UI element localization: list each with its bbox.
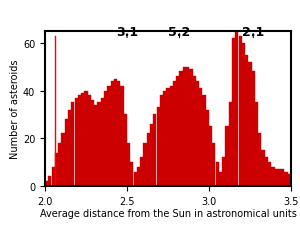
Bar bbox=[127, 143, 130, 186]
Bar bbox=[258, 134, 261, 186]
Bar bbox=[169, 86, 173, 186]
Bar bbox=[262, 151, 265, 186]
Bar bbox=[248, 63, 252, 186]
Bar bbox=[48, 177, 52, 186]
Bar bbox=[216, 162, 219, 186]
Bar bbox=[252, 72, 255, 186]
Bar bbox=[45, 181, 48, 186]
Bar bbox=[124, 115, 127, 186]
Bar bbox=[167, 89, 170, 186]
Text: 2.1: 2.1 bbox=[242, 26, 264, 39]
Bar bbox=[265, 158, 268, 186]
Bar bbox=[268, 162, 271, 186]
Bar bbox=[78, 96, 81, 186]
Bar bbox=[157, 108, 160, 186]
Bar bbox=[68, 110, 71, 186]
Bar bbox=[58, 143, 61, 186]
Bar bbox=[55, 153, 58, 186]
Bar bbox=[255, 103, 258, 186]
Bar bbox=[183, 67, 186, 186]
Bar bbox=[202, 96, 206, 186]
Y-axis label: Number of asteroids: Number of asteroids bbox=[10, 59, 20, 158]
Bar bbox=[189, 70, 193, 186]
Bar bbox=[91, 101, 94, 186]
Bar bbox=[238, 37, 242, 186]
Bar bbox=[134, 172, 137, 186]
X-axis label: Average distance from the Sun in astronomical units: Average distance from the Sun in astrono… bbox=[40, 209, 296, 219]
Bar bbox=[52, 167, 55, 186]
Bar bbox=[114, 79, 117, 186]
Bar bbox=[235, 32, 239, 186]
Bar bbox=[284, 172, 288, 186]
Bar bbox=[101, 98, 104, 186]
Bar bbox=[199, 89, 203, 186]
Bar bbox=[74, 98, 78, 186]
Bar bbox=[107, 86, 110, 186]
Bar bbox=[206, 110, 209, 186]
Bar bbox=[281, 170, 284, 186]
Bar bbox=[242, 44, 245, 186]
Text: 5.2: 5.2 bbox=[168, 26, 190, 39]
Bar bbox=[143, 143, 147, 186]
Bar bbox=[225, 127, 229, 186]
Bar bbox=[245, 56, 248, 186]
Bar bbox=[130, 162, 134, 186]
Bar bbox=[150, 124, 153, 186]
Bar bbox=[140, 158, 143, 186]
Bar bbox=[120, 86, 124, 186]
Bar bbox=[94, 105, 98, 186]
Bar bbox=[219, 172, 222, 186]
Bar bbox=[288, 174, 291, 186]
Bar bbox=[274, 170, 278, 186]
Bar bbox=[104, 91, 107, 186]
Bar bbox=[163, 91, 166, 186]
Bar bbox=[179, 72, 183, 186]
Bar bbox=[229, 103, 232, 186]
Bar bbox=[173, 82, 176, 186]
Bar bbox=[196, 82, 199, 186]
Bar bbox=[117, 82, 120, 186]
Bar bbox=[55, 37, 56, 186]
Bar bbox=[232, 39, 235, 186]
Bar bbox=[222, 158, 225, 186]
Bar bbox=[65, 120, 68, 186]
Bar bbox=[212, 143, 215, 186]
Bar bbox=[81, 94, 84, 186]
Text: 3.1: 3.1 bbox=[116, 26, 138, 39]
Bar bbox=[209, 127, 212, 186]
Bar bbox=[160, 96, 163, 186]
Bar bbox=[278, 170, 281, 186]
Bar bbox=[153, 115, 157, 186]
Bar bbox=[111, 82, 114, 186]
Bar bbox=[271, 167, 274, 186]
Bar bbox=[98, 103, 101, 186]
Bar bbox=[147, 134, 150, 186]
Bar bbox=[61, 134, 64, 186]
Bar bbox=[88, 96, 91, 186]
Bar bbox=[137, 167, 140, 186]
Bar bbox=[186, 67, 189, 186]
Bar bbox=[84, 91, 88, 186]
Bar bbox=[71, 103, 74, 186]
Bar bbox=[176, 77, 179, 186]
Bar bbox=[193, 77, 196, 186]
